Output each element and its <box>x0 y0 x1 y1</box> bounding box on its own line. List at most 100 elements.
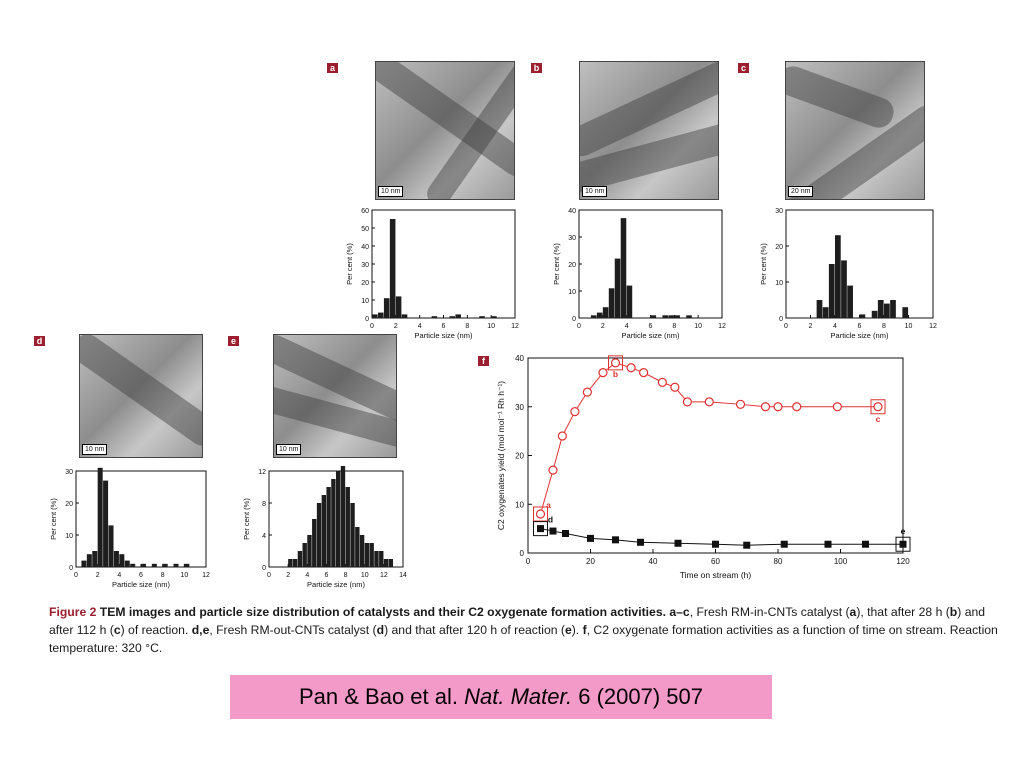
y-tick-label: 10 <box>568 289 576 296</box>
activity-chart-f: 0 20 40 60 80 100 120 0 10 20 30 40 Time on stream (… <box>496 354 911 580</box>
panel-label-e: e <box>228 336 239 346</box>
data-point <box>704 397 714 407</box>
x-tick-label: 14 <box>399 572 407 579</box>
caption-text: ), that after 28 h ( <box>856 605 950 619</box>
x-tick-label: 10 <box>361 572 369 579</box>
x-axis-label: Particle size (nm) <box>112 580 170 589</box>
histogram-bar <box>871 310 878 318</box>
histogram-bar <box>859 314 866 318</box>
data-point <box>899 540 907 548</box>
series-line <box>540 528 903 546</box>
x-tick-label: 0 <box>267 572 271 579</box>
x-tick-label: 12 <box>202 572 210 579</box>
data-point <box>760 402 771 412</box>
histogram-bar <box>312 519 317 567</box>
histogram-bar <box>668 315 674 318</box>
x-tick-label: 10 <box>905 323 913 330</box>
x-tick-label: 0 <box>74 572 78 579</box>
x-tick-label: 6 <box>324 572 328 579</box>
data-point <box>562 530 569 537</box>
data-point <box>535 509 546 519</box>
x-axis-label: Particle size (nm) <box>307 580 365 589</box>
data-point <box>537 525 544 533</box>
caption-text: ). <box>571 623 583 637</box>
histogram-bar <box>388 559 394 567</box>
histogram-bar <box>590 315 597 318</box>
histogram-bar <box>162 563 168 567</box>
histogram-bar <box>383 559 389 567</box>
x-tick-label: 0 <box>577 323 581 330</box>
histogram-bar <box>316 503 322 567</box>
histogram-bar <box>326 487 331 567</box>
histogram-bar <box>608 288 615 318</box>
histogram-bar <box>596 312 603 318</box>
highlight-box <box>608 355 623 371</box>
histogram-bar <box>816 300 823 318</box>
x-tick-label: 6 <box>858 323 862 330</box>
histogram-bar <box>377 312 384 318</box>
x-tick-label: 6 <box>649 323 653 330</box>
x-tick-label: 12 <box>929 323 937 330</box>
histogram-bar <box>345 487 350 567</box>
x-tick-label: 100 <box>834 557 848 566</box>
caption-ref: b <box>949 605 958 619</box>
x-tick-label: 10 <box>487 323 495 330</box>
histogram-bar <box>350 503 355 567</box>
y-axis-label: Per cent (%) <box>759 243 768 285</box>
caption-text: , C2 oxygenate formation activities as a… <box>49 623 998 655</box>
y-tick-label: 0 <box>779 316 783 323</box>
tem-image-d: 10 nm <box>79 334 203 458</box>
x-tick-label: 0 <box>526 557 531 566</box>
histogram-a: 0 2 4 6 8 10 12 0 10 20 30 40 50 60 Particle size (nm)… <box>345 208 519 340</box>
histogram-bar <box>141 563 147 567</box>
citation-authors: Pan & Bao et al. <box>299 684 465 709</box>
caption-ref: a–c <box>669 605 690 619</box>
panel-label-f: f <box>478 356 489 366</box>
histogram-bar <box>103 480 109 567</box>
y-axis-label: C2 oxygenates yield (mol mol⁻¹ Rh h⁻¹) <box>496 381 506 530</box>
y-tick-label: 40 <box>568 208 576 215</box>
x-tick-label: 20 <box>586 557 595 566</box>
histogram-bar <box>184 563 190 567</box>
histogram-bar <box>449 316 456 318</box>
data-point <box>570 407 580 417</box>
x-tick-label: 10 <box>694 323 702 330</box>
histogram-bar <box>321 495 327 567</box>
y-axis-label: Per cent (%) <box>552 243 561 285</box>
x-axis-label: Time on stream (h) <box>680 570 752 580</box>
y-tick-label: 20 <box>515 452 524 461</box>
y-tick-label: 60 <box>361 208 369 215</box>
x-tick-label: 4 <box>117 572 121 579</box>
x-tick-label: 4 <box>305 572 309 579</box>
citation-details: 6 (2007) 507 <box>572 684 703 709</box>
y-tick-label: 40 <box>361 244 369 251</box>
tem-image-b: 10 nm <box>579 61 719 200</box>
data-point <box>639 368 649 378</box>
histogram-bar <box>383 298 390 318</box>
y-tick-label: 40 <box>515 354 524 363</box>
panel-label-c: c <box>738 63 749 73</box>
data-point <box>549 527 557 535</box>
histogram-bar <box>81 560 87 567</box>
histogram-bar <box>395 296 402 318</box>
data-point <box>832 402 842 412</box>
scale-bar-b: 10 nm <box>582 186 608 197</box>
histogram-bar <box>491 316 497 318</box>
histogram-e: 0 2 4 6 8 10 12 14 0 4 8 12 Particle size (nm) Per ce… <box>242 466 407 589</box>
histogram-bar <box>336 471 341 567</box>
data-point <box>773 402 783 412</box>
data-point <box>598 368 608 378</box>
histogram-bar <box>626 285 633 318</box>
scale-bar-a: 10 nm <box>378 186 404 197</box>
x-tick-label: 8 <box>344 572 348 579</box>
tem-image-e: 10 nm <box>273 334 397 458</box>
histogram-bar <box>86 554 92 567</box>
citation-journal: Nat. Mater. <box>464 684 573 709</box>
histogram-c: 0 2 4 6 8 10 12 0 10 20 30 Particle size (nm) Per ce… <box>759 208 937 340</box>
tem-image-a: 10 nm <box>375 61 515 200</box>
histogram-bar <box>97 467 103 567</box>
x-tick-label: 40 <box>649 557 658 566</box>
data-point <box>735 399 746 409</box>
y-axis-label: Per cent (%) <box>345 243 354 285</box>
y-tick-label: 0 <box>69 565 73 572</box>
